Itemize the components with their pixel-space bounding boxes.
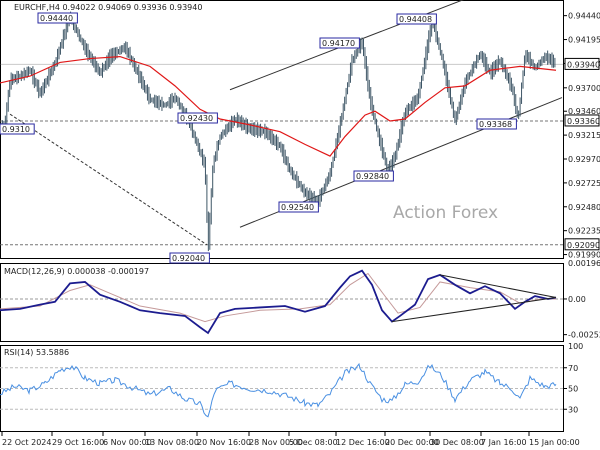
price-callout-box: [37, 12, 78, 24]
time-axis-tick-label: 7 Jan 16:00: [481, 438, 527, 447]
price-callout-box: [0, 123, 35, 135]
rsi-top-label: 100: [568, 342, 583, 351]
price-axis-tick-label: 0.93215: [568, 131, 600, 140]
price-axis-tick-label: 0.92235: [568, 227, 600, 236]
macd-axis-tick-label: 0.00: [568, 295, 586, 304]
price-callout-box: [177, 112, 218, 124]
rsi-line: [0, 362, 557, 418]
price-axis-marker-label: 0.93360: [567, 117, 600, 126]
watermark-text: Action Forex: [393, 203, 498, 223]
macd-panel-frame: [0, 263, 564, 342]
price-callout-label: 0.94170: [322, 39, 355, 48]
price-axis-tick-label: 0.92970: [568, 155, 600, 164]
price-title-text: EURCHF,H4 0.94022 0.94069 0.93936 0.9394…: [14, 3, 202, 12]
price-axis-tick-label: 0.93700: [568, 84, 600, 93]
macd-triangle-line: [391, 297, 557, 323]
macd-signal-line: [0, 272, 556, 323]
price-axis-marker: [564, 57, 600, 70]
price-callout-label: 0.94408: [399, 15, 432, 24]
macd-panel-title: MACD(12,26,9) 0.000038 -0.000197: [4, 267, 149, 276]
macd-top-label: 0.001965: [568, 259, 600, 268]
moving-average-line: [0, 56, 557, 157]
rsi-axis-tick-label: 70: [568, 364, 578, 373]
time-axis-tick-label: 28 Nov 00:00: [249, 438, 303, 447]
macd-triangle-line: [439, 274, 557, 299]
price-axis-marker-label: 0.92090: [567, 241, 600, 250]
time-axis-tick-label: 15 Jan 00:00: [529, 438, 580, 447]
macd-line: [0, 269, 557, 335]
price-callout-label: 0.93368: [479, 120, 512, 129]
price-panel-title: EURCHF,H4 0.94022 0.94069 0.93936 0.9394…: [14, 3, 202, 12]
price-callout-label: 0.94440: [40, 14, 73, 23]
price-callout-box: [278, 201, 319, 213]
price-callout-label: 0.92840: [356, 172, 389, 181]
price-callout-box: [353, 170, 394, 182]
time-axis-tick-label: 20 Dec 00:00: [385, 438, 439, 447]
time-axis-tick-label: 6 Nov 00:00: [103, 438, 152, 447]
time-axis-tick-label: 13 Nov 08:00: [145, 438, 199, 447]
price-axis-tick-label: 0.92480: [568, 203, 600, 212]
price-axis-tick-label: 0.92725: [568, 179, 600, 188]
rsi-axis-tick-label: 30: [568, 405, 578, 414]
time-axis-tick-label: 20 Nov 16:00: [197, 438, 251, 447]
price-callout-box: [319, 37, 360, 49]
price-axis-marker: [564, 238, 600, 251]
price-callout-label: 0.92540: [281, 203, 314, 212]
price-callout-label: 0.92430: [180, 114, 213, 123]
price-axis-tick-label: 0.94440: [568, 12, 600, 21]
price-callout-box: [169, 252, 210, 264]
price-axis-tick-label: 0.94195: [568, 36, 600, 45]
time-axis-tick-label: 29 Oct 16:00: [52, 438, 104, 447]
rsi-axis-tick-label: 50: [568, 385, 578, 394]
macd-axis-tick-label: -0.002521: [568, 331, 600, 340]
price-callout-label: 0.92040: [172, 254, 205, 263]
diagonal-trend-line: [9, 113, 208, 246]
price-axis-marker-label: 0.93940: [567, 60, 600, 69]
price-callout-box: [396, 13, 437, 25]
rsi-panel-title: RSI(14) 53.5886: [4, 348, 69, 357]
price-callout-box: [476, 118, 517, 130]
price-callout-label: 0.9310: [2, 125, 30, 134]
price-axis-marker: [564, 114, 600, 127]
time-axis-tick-label: 22 Oct 2024: [2, 438, 51, 447]
price-axis-tick-label: 0.91990: [568, 251, 600, 260]
time-axis-tick-label: 12 Dec 16:00: [336, 438, 390, 447]
time-axis-tick-label: 30 Dec 08:00: [430, 438, 484, 447]
time-axis-tick-label: 5 Dec 08:00: [289, 438, 338, 447]
price-axis-tick-label: 0.93460: [568, 107, 600, 116]
